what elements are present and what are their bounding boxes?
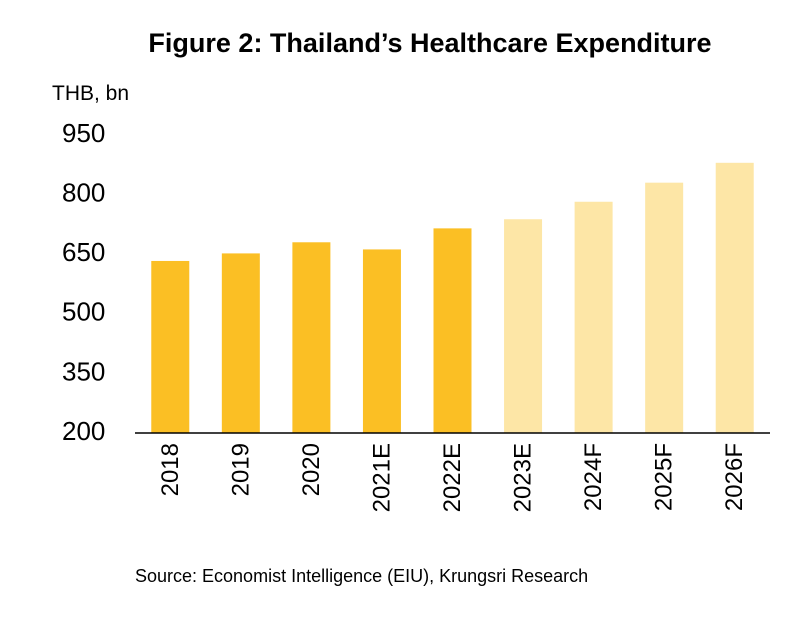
y-axis-unit-label: THB, bn <box>52 82 130 105</box>
x-tick-label: 2024F <box>580 443 607 511</box>
y-tick-label: 650 <box>62 237 105 267</box>
y-tick-label: 800 <box>62 177 105 207</box>
bar-2023e <box>504 219 543 433</box>
x-tick-label: 2026F <box>721 443 748 511</box>
bar-2025f <box>645 182 684 433</box>
bar-2020 <box>292 242 331 433</box>
bar-2018 <box>151 260 190 433</box>
bar-2026f <box>715 162 754 433</box>
x-axis-ticks: 2018 2019 2020 2021E 2022E 2023E 2024F 2025F 202… <box>157 443 748 512</box>
x-tick-label: 2022E <box>439 443 466 512</box>
bar-2024f <box>574 201 613 433</box>
bar-2019 <box>221 253 260 433</box>
bar-2022e <box>433 228 472 433</box>
x-tick-label: 2019 <box>227 443 254 496</box>
bars-group <box>151 162 754 433</box>
chart-title: Figure 2: Thailand’s Healthcare Expendit… <box>148 28 712 58</box>
x-tick-label: 2018 <box>157 443 184 496</box>
y-axis-ticks: 200 350 500 650 800 950 <box>62 118 105 446</box>
y-tick-label: 500 <box>62 297 105 327</box>
y-tick-label: 200 <box>62 416 105 446</box>
bar-2021e <box>362 249 401 433</box>
x-tick-label: 2020 <box>298 443 325 496</box>
x-tick-label: 2025F <box>651 443 678 511</box>
x-tick-label: 2021E <box>368 443 395 512</box>
source-note: Source: Economist Intelligence (EIU), Kr… <box>135 566 589 586</box>
x-tick-label: 2023E <box>510 443 537 512</box>
y-tick-label: 350 <box>62 356 105 386</box>
y-tick-label: 950 <box>62 118 105 148</box>
